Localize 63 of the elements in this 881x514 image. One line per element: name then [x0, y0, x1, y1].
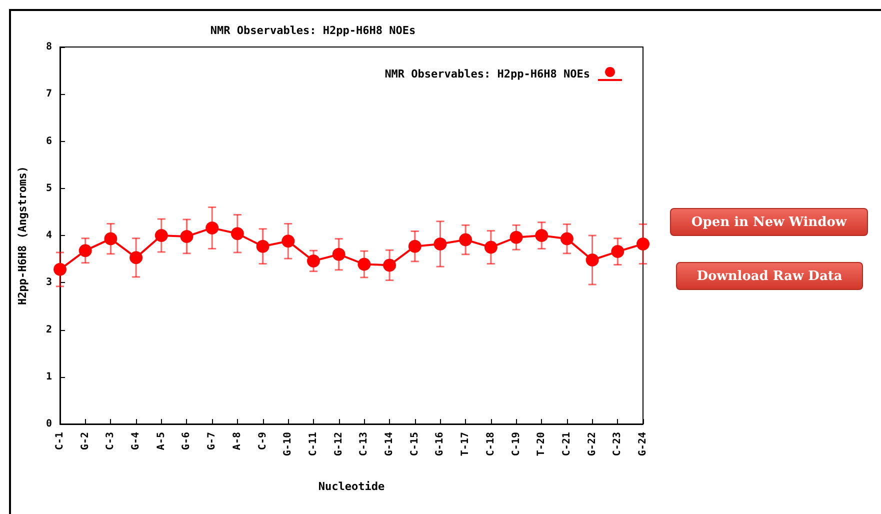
x-tick-label: C-3	[105, 432, 116, 450]
x-tick-label: T-17	[460, 432, 472, 456]
point	[636, 237, 650, 250]
y-tick-label: 2	[46, 324, 52, 336]
text: Download Raw Data	[676, 262, 863, 290]
point	[78, 244, 92, 258]
x-tick-label: C-15	[409, 432, 420, 456]
point	[459, 233, 472, 246]
point	[535, 229, 548, 242]
point	[332, 248, 346, 261]
y-tick-label: 0	[46, 418, 52, 430]
y-axis-title: H2pp-H6H8 (Angstroms)	[16, 166, 29, 306]
point	[130, 251, 143, 264]
point	[282, 234, 295, 248]
x-tick-label: G-4	[130, 432, 142, 450]
y-tick-label: 4	[46, 230, 52, 241]
point	[154, 229, 168, 242]
x-tick-label: A-5	[156, 432, 167, 450]
point	[256, 240, 270, 253]
x-tick-label: C-19	[510, 432, 522, 456]
point	[104, 232, 118, 246]
point	[560, 232, 574, 246]
y-tick-label: 1	[46, 371, 52, 382]
point	[611, 245, 624, 258]
x-tick-label: C-1	[54, 432, 66, 450]
point	[180, 230, 194, 243]
x-tick-label: G-22	[586, 432, 598, 456]
x-tick-label: C-13	[358, 432, 370, 456]
x-tick-label: A-8	[232, 432, 243, 450]
point	[434, 237, 447, 250]
point	[358, 258, 371, 271]
point	[510, 230, 523, 244]
point	[306, 254, 320, 268]
point	[408, 240, 422, 253]
x-tick-label: C-21	[561, 432, 572, 456]
x-tick-label: G-16	[434, 432, 446, 456]
x-tick-label: G-12	[333, 432, 344, 456]
y-tick-label: 7	[46, 88, 52, 100]
x-tick-label: C-11	[308, 432, 319, 456]
point	[383, 258, 396, 272]
x-tick-label: G-14	[384, 432, 396, 456]
legend-label: NMR Observables: H2pp-H6H8 NOEs	[384, 68, 590, 80]
point	[206, 221, 219, 234]
x-tick-label: C-18	[485, 432, 496, 456]
point	[586, 254, 599, 266]
y-tick-label: 8	[46, 42, 52, 52]
x-axis-title: Nucleotide	[318, 480, 385, 493]
chart-title: NMR Observables: H2pp-H6H8 NOEs	[210, 24, 416, 37]
x-tick-label: C-23	[612, 432, 624, 456]
x-tick-label: G-10	[282, 432, 294, 456]
x-tick-label: C-9	[257, 432, 268, 450]
x-tick-label: G-6	[181, 432, 192, 450]
x-tick-label: T-20	[536, 432, 548, 456]
x-tick-label: G-7	[206, 432, 218, 450]
point	[484, 240, 498, 254]
text: Open in New Window	[670, 208, 868, 236]
y-tick-label: 6	[46, 136, 52, 147]
point	[54, 262, 66, 276]
x-tick-label: G-2	[80, 432, 91, 450]
y-tick-label: 5	[46, 182, 52, 194]
point	[230, 227, 244, 240]
y-tick-label: 3	[46, 277, 52, 288]
x-tick-label: G-24	[638, 432, 648, 456]
